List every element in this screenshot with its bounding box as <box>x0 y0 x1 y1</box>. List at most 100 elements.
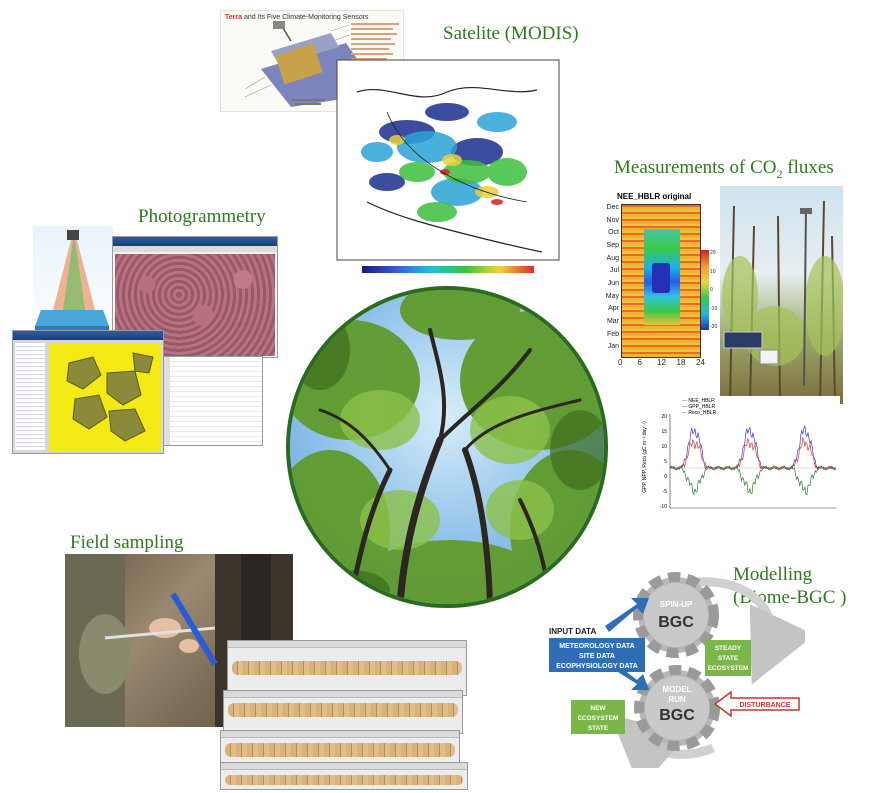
steady-line3: ECOSYSTEM <box>708 665 749 672</box>
steady-line2: STATE <box>718 655 739 662</box>
photogrammetry-table-window <box>163 356 263 446</box>
heatmap-hour-label: 0 <box>618 358 623 367</box>
tree-core-window <box>220 762 468 790</box>
flux-ytick-label: -10 <box>660 504 667 510</box>
flux-ylabel: GPP, NPP, Reco (gC m⁻² day⁻¹) <box>642 421 648 493</box>
steady-line1: STEADY <box>715 645 742 652</box>
heatmap-scale-label: 10 <box>710 268 716 275</box>
photogrammetry-gis-window <box>12 330 164 454</box>
photogrammetry-label: Photogrammetry <box>138 206 266 227</box>
heatmap-month-label: Jul <box>610 267 619 275</box>
flux-ytick-label: -5 <box>663 489 668 495</box>
tree-core-strip <box>225 775 463 785</box>
input-line-meteorology: METEOROLOGY DATA <box>559 643 634 650</box>
crown-segmentation-map <box>49 343 161 451</box>
eddy-tower-photo <box>720 186 843 404</box>
flux-axes <box>669 414 836 509</box>
flux-ytick-label: 10 <box>661 444 667 450</box>
modelling-label-line1: Modelling <box>733 564 813 585</box>
heatmap-month-label: Apr <box>608 305 619 313</box>
terra-title: Terra and Its Five Climate-Monitoring Se… <box>225 14 369 21</box>
heatmap-hour-label: 12 <box>657 358 666 367</box>
flux-ytick-label: 5 <box>664 459 667 465</box>
heatmap-scale-axis: 20 10 0 -10 -20 <box>710 250 722 330</box>
heatmap-month-label: Nov <box>606 216 619 224</box>
tree-core-window <box>220 730 460 768</box>
modis-map <box>327 52 567 280</box>
canopy-illustration <box>290 290 604 604</box>
heatmap-month-label: Jun <box>607 280 619 287</box>
heatmap-title: NEE_HBLR original <box>617 192 692 201</box>
modis-map-graphic <box>336 59 560 273</box>
tree-core-window <box>223 690 463 734</box>
flux-legend: — NEE_HBLR — GPP_HBLR — Reco_HBLR <box>682 398 717 416</box>
heatmap-scale-label: -20 <box>710 324 718 330</box>
heatmap-month-label: Mar <box>606 318 619 325</box>
new-eco-line1: NEW <box>590 705 606 712</box>
spinup-gear <box>633 572 719 658</box>
flux-ytick-label: 0 <box>664 474 667 480</box>
camera-beam-illustration <box>35 230 109 332</box>
tree-core-strip <box>225 743 455 757</box>
heatmap-hour-axis: 0 6 12 18 24 <box>618 358 705 370</box>
legend-nee: NEE_HBLR <box>688 398 715 404</box>
input-line-ecophysiology: ECOPHYSIOLOGY DATA <box>556 663 638 670</box>
flux-series-gpp <box>669 425 837 471</box>
heatmap-scale-label: 0 <box>710 287 713 293</box>
steady-state-box <box>705 640 751 676</box>
core-window-toolbar <box>228 641 466 648</box>
heatmap-month-label: Feb <box>606 330 619 338</box>
legend-reco: Reco_HBLR <box>688 410 717 416</box>
spinup-line2: BGC <box>658 614 694 631</box>
flux-series-reco <box>669 437 837 471</box>
disturbance-label: DISTURBANCE <box>740 702 791 709</box>
heatmap-colorbar <box>701 250 709 330</box>
disturbance-arrow <box>713 690 800 718</box>
run-line3: BGC <box>659 707 695 724</box>
biome-bgc-diagram: SPIN-UP BGC MODEL RUN BGC INPUT DATA MET… <box>545 568 815 789</box>
heatmap-month-label: May <box>605 292 619 300</box>
heatmap-month-label: Dec <box>606 204 619 211</box>
heatmap-month-label: Jan <box>607 343 619 351</box>
flux-series-nee <box>669 464 837 496</box>
satellite-label: Satelite (MODIS) <box>443 23 579 44</box>
heatmap-scale-label: 20 <box>710 250 716 256</box>
tree-core-strip <box>228 703 458 717</box>
input-data-box <box>549 638 645 672</box>
heatmap-hour-label: 18 <box>676 358 686 367</box>
forest-canopy-photo <box>286 286 608 608</box>
flux-chart-graphic: 20 15 10 5 0 -5 -10 <box>660 414 837 510</box>
field-sampling-label: Field sampling <box>70 532 184 553</box>
heatmap-month-label: Sep <box>606 242 619 249</box>
heatmap-month-axis: Dec Nov Oct Sep Aug Jul Jun May Apr Mar Feb Jan <box>597 204 619 356</box>
heatmap-month-label: Oct <box>608 229 619 237</box>
run-line2: RUN <box>668 695 686 704</box>
tree-core-window <box>227 640 467 696</box>
new-eco-line2: ECOSYSTEM <box>578 715 619 722</box>
input-line-site: SITE DATA <box>579 653 615 660</box>
heatmap-plot <box>621 204 701 358</box>
tree-core-strip <box>232 661 462 675</box>
tower-forest-illustration <box>722 200 843 404</box>
run-line1: MODEL <box>663 685 692 694</box>
new-eco-line3: STATE <box>588 725 609 732</box>
model-flow-diagram: SPIN-UP BGC MODEL RUN BGC INPUT DATA MET… <box>549 572 815 789</box>
core-window-toolbar <box>221 731 459 738</box>
new-ecosystem-box <box>571 700 625 734</box>
flux-timeseries-chart: 20 15 10 5 0 -5 -10 GPP, NPP, Reco (gC m⁻² day… <box>640 396 840 521</box>
heatmap-month-label: Aug <box>606 254 619 262</box>
heatmap-hour-label: 24 <box>696 358 705 367</box>
measurements-label: Measurements of CO2 fluxes <box>614 157 834 181</box>
flux-ytick-label: 20 <box>661 414 667 420</box>
heatmap-hour-label: 6 <box>637 358 642 367</box>
flux-ytick-label: 15 <box>661 429 667 435</box>
model-run-gear <box>634 665 720 751</box>
scanner-illustration <box>33 226 113 341</box>
legend-gpp: GPP_HBLR <box>688 404 716 410</box>
nee-heatmap: NEE_HBLR original Dec Nov Oct Sep Aug Jul Jun M… <box>597 190 721 380</box>
core-window-toolbar <box>221 763 467 770</box>
spinup-line1: SPIN-UP <box>660 600 693 609</box>
input-data-title: INPUT DATA <box>549 627 596 636</box>
core-window-toolbar <box>224 691 462 698</box>
heatmap-scale-label: -10 <box>710 305 718 312</box>
